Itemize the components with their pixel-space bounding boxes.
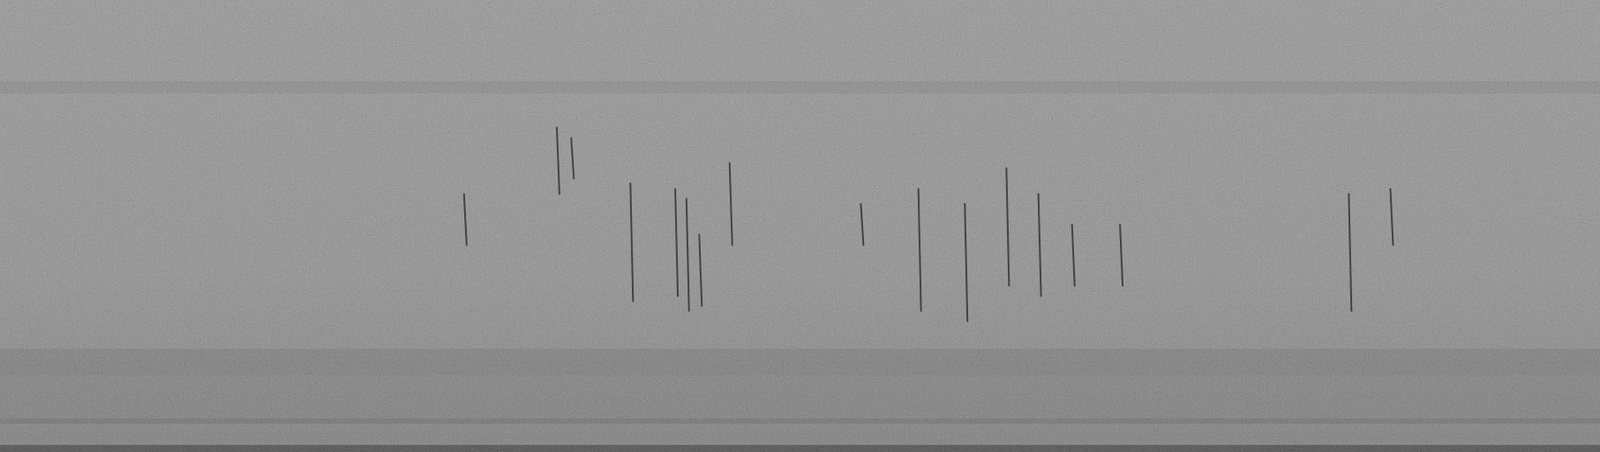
call-streak	[1389, 188, 1393, 245]
noise	[0, 0, 1600, 452]
call-streak	[1072, 224, 1075, 286]
call-streak	[698, 234, 702, 307]
call-streak	[1038, 194, 1042, 297]
call-streak	[570, 137, 574, 179]
call-streak	[964, 203, 968, 322]
call-streak	[1006, 167, 1009, 286]
call-streak	[686, 198, 690, 311]
background	[0, 0, 1600, 452]
call-streak	[1348, 194, 1352, 312]
call-streak	[464, 194, 467, 246]
call-streak	[860, 203, 864, 246]
events	[464, 127, 1394, 322]
spectrogram	[0, 0, 1600, 452]
call-streak	[556, 127, 560, 194]
call-streak	[675, 188, 678, 296]
call-streak	[918, 188, 922, 311]
call-streak	[630, 183, 633, 301]
call-streak	[1119, 224, 1123, 286]
call-streak	[729, 163, 733, 246]
